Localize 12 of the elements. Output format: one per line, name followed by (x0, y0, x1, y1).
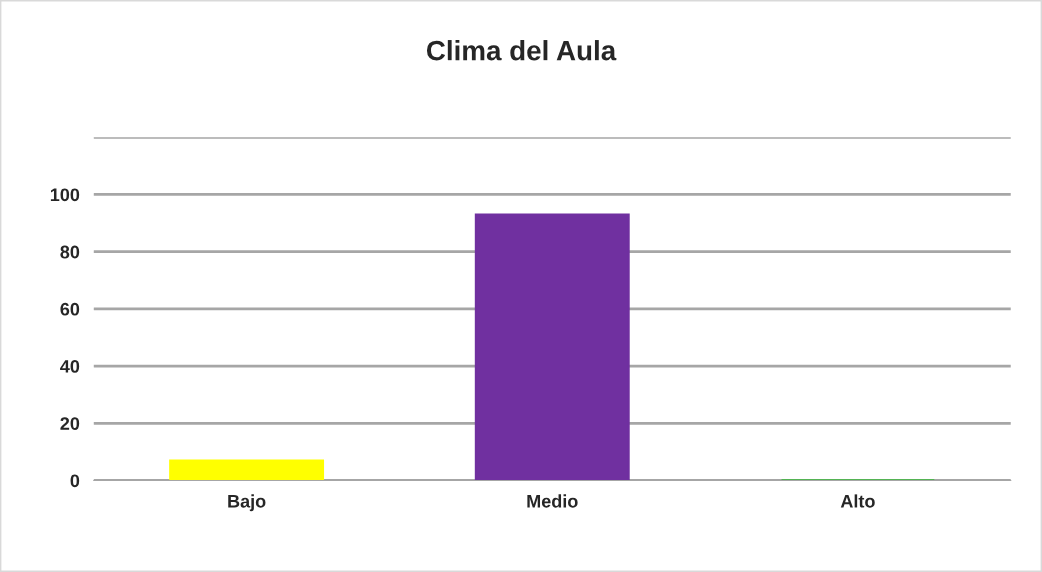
bar (474, 213, 630, 481)
y-tick-label: 80 (60, 245, 80, 259)
chart-title: Clima del Aula (426, 40, 617, 61)
x-tick-label: Alto (840, 494, 875, 508)
bar (169, 459, 325, 481)
y-tick-label: 100 (50, 188, 80, 202)
y-tick-label: 60 (60, 302, 80, 316)
y-tick-label: 40 (60, 360, 80, 373)
y-tick-label: 20 (60, 417, 80, 430)
y-tick-label: 0 (70, 474, 80, 488)
x-tick-label: Bajo (228, 494, 266, 512)
x-tick-label: Medio (527, 494, 578, 508)
